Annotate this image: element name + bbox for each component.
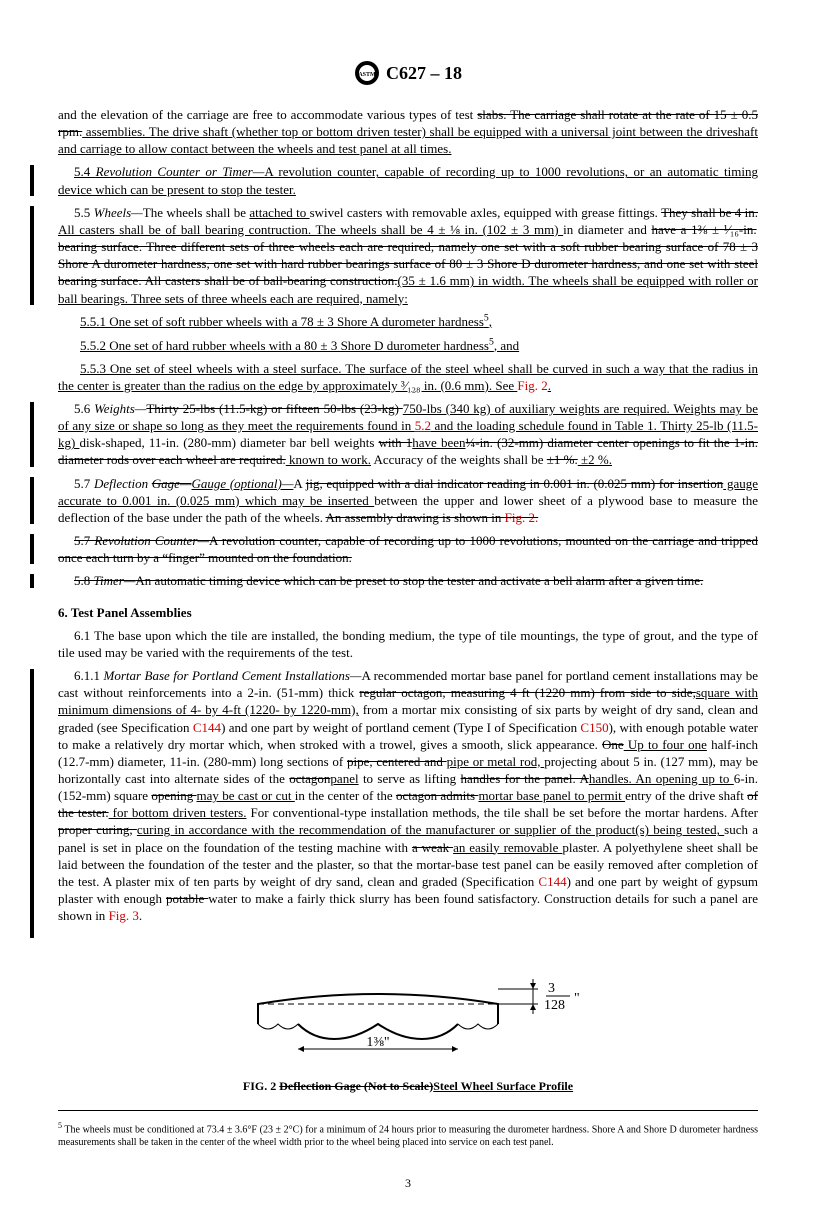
page-number: 3: [58, 1176, 758, 1192]
para-6-1: 6.1 The base upon which the tile are ins…: [58, 627, 758, 661]
steel-wheel-profile-icon: 1⅜" 3 128 ": [198, 954, 618, 1064]
footnote-rule: [58, 1110, 758, 1111]
document-header: ASTM C627 – 18: [58, 60, 758, 86]
para-5-5-1: 5.5.1 One set of soft rubber wheels with…: [58, 313, 758, 330]
footnote-5: 5 The wheels must be conditioned at 73.4…: [58, 1121, 758, 1149]
para-5-7: 5.7 Deflection Gage—Gauge (optional)—A j…: [58, 475, 758, 526]
svg-text:3: 3: [548, 981, 555, 996]
para-5-5: 5.5 Wheels—The wheels shall be attached …: [58, 204, 758, 307]
designation: C627 – 18: [386, 63, 462, 84]
svg-text:128: 128: [544, 998, 565, 1013]
section-6-heading: 6. Test Panel Assemblies: [58, 604, 758, 621]
figure-2: 1⅜" 3 128 " FIG. 2 Deflection Gage (Not …: [58, 954, 758, 1094]
para-5-8-old: 5.8 Timer—An automatic timing device whi…: [58, 572, 758, 589]
svg-text:ASTM: ASTM: [358, 72, 376, 78]
para-5-5-2: 5.5.2 One set of hard rubber wheels with…: [58, 336, 758, 353]
fig-dim-1: 1⅜": [366, 1035, 389, 1050]
svg-text:": ": [574, 991, 580, 1006]
astm-logo-icon: ASTM: [354, 60, 380, 86]
para-6-1-1: 6.1.1 Mortar Base for Portland Cement In…: [58, 667, 758, 924]
para-5-6: 5.6 Weights—Thirty 25-lbs (11.5-kg) or f…: [58, 400, 758, 469]
para-5-5-3: 5.5.3 One set of steel wheels with a ste…: [58, 360, 758, 394]
para-5-7-old: 5.7 Revolution Counter—A revolution coun…: [58, 532, 758, 566]
body-text: and the elevation of the carriage are fr…: [58, 106, 758, 1192]
figure-2-caption: FIG. 2 Deflection Gage (Not to Scale)Ste…: [58, 1079, 758, 1095]
para-5-4: 5.4 Revolution Counter or Timer—A revolu…: [58, 163, 758, 197]
para-cont: and the elevation of the carriage are fr…: [58, 106, 758, 157]
